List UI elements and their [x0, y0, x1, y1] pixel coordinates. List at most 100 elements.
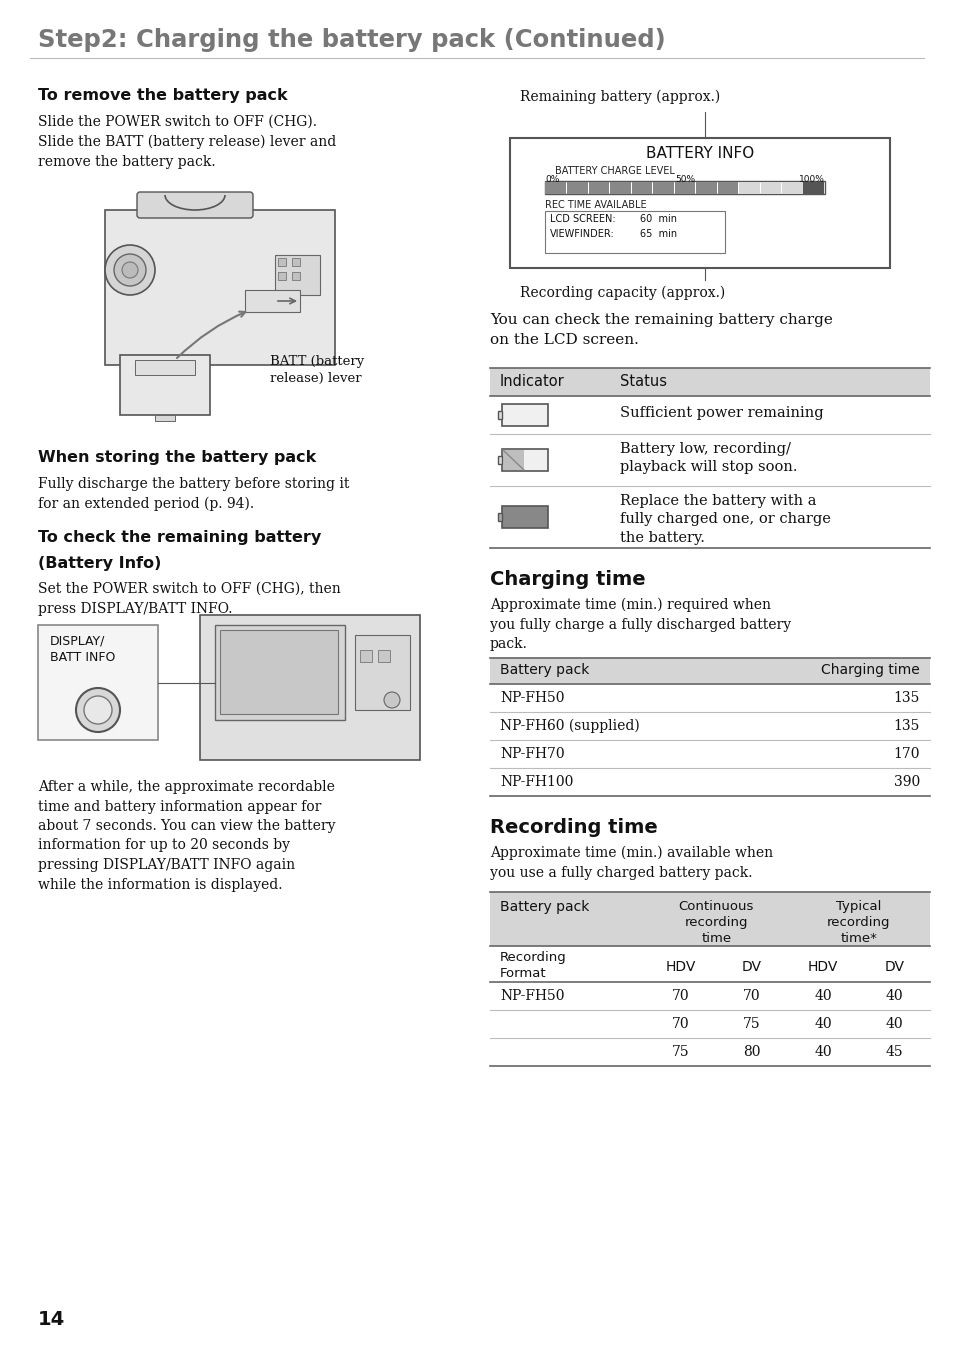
Text: To remove the battery pack: To remove the battery pack: [38, 88, 287, 103]
Text: Slide the POWER switch to OFF (CHG).
Slide the BATT (battery release) lever and
: Slide the POWER switch to OFF (CHG). Sli…: [38, 115, 335, 168]
Text: NP-FH60 (supplied): NP-FH60 (supplied): [499, 719, 639, 733]
Bar: [120, 356, 210, 415]
Text: BATTERY CHARGE LEVEL: BATTERY CHARGE LEVEL: [555, 166, 674, 176]
Bar: [588, 182, 608, 194]
Text: 0%: 0%: [544, 175, 558, 185]
Text: 70: 70: [742, 989, 760, 1003]
Bar: [739, 182, 760, 194]
Text: Remaining battery (approx.): Remaining battery (approx.): [519, 90, 720, 104]
Text: Recording capacity (approx.): Recording capacity (approx.): [519, 286, 724, 300]
Text: Typical
recording
time*: Typical recording time*: [826, 900, 889, 944]
Bar: [803, 182, 823, 194]
Text: 100%: 100%: [799, 175, 824, 185]
Text: 45: 45: [884, 1045, 902, 1058]
Bar: [696, 182, 716, 194]
Text: 40: 40: [814, 989, 831, 1003]
Bar: [501, 449, 547, 471]
Bar: [214, 626, 345, 721]
Bar: [154, 415, 174, 421]
Text: NP-FH70: NP-FH70: [499, 746, 564, 761]
Polygon shape: [502, 451, 523, 470]
Text: Approximate time (min.) available when
you use a fully charged battery pack.: Approximate time (min.) available when y…: [490, 845, 772, 879]
Text: BATT (battery
release) lever: BATT (battery release) lever: [270, 356, 364, 385]
Bar: [135, 360, 194, 375]
Text: 14: 14: [38, 1310, 65, 1329]
Text: 135: 135: [893, 691, 919, 706]
Text: Battery low, recording/
playback will stop soon.: Battery low, recording/ playback will st…: [619, 442, 797, 475]
Text: 390: 390: [893, 775, 919, 788]
Bar: [220, 630, 337, 714]
Text: (Battery Info): (Battery Info): [38, 556, 161, 571]
Bar: [544, 210, 724, 252]
Text: Battery pack: Battery pack: [499, 664, 589, 677]
Text: HDV: HDV: [665, 959, 695, 974]
Bar: [277, 271, 286, 280]
Text: Charging time: Charging time: [490, 570, 645, 589]
Bar: [545, 182, 565, 194]
Text: LCD SCREEN:: LCD SCREEN:: [550, 214, 615, 224]
Text: DV: DV: [883, 959, 903, 974]
Text: Set the POWER switch to OFF (CHG), then
press DISPLAY/BATT INFO.: Set the POWER switch to OFF (CHG), then …: [38, 582, 340, 616]
Bar: [544, 180, 824, 194]
Bar: [802, 182, 823, 194]
Text: Step2: Charging the battery pack (Continued): Step2: Charging the battery pack (Contin…: [38, 28, 665, 52]
Text: When storing the battery pack: When storing the battery pack: [38, 451, 315, 465]
Text: Replace the battery with a
fully charged one, or charge
the battery.: Replace the battery with a fully charged…: [619, 494, 830, 544]
Bar: [566, 182, 587, 194]
Text: 75: 75: [742, 1016, 760, 1031]
Text: You can check the remaining battery charge
on the LCD screen.: You can check the remaining battery char…: [490, 313, 832, 346]
Circle shape: [113, 254, 146, 286]
Bar: [497, 456, 501, 464]
Text: 40: 40: [884, 1016, 902, 1031]
Bar: [277, 258, 286, 266]
Text: HDV: HDV: [807, 959, 838, 974]
Text: 170: 170: [893, 746, 919, 761]
Text: 70: 70: [671, 1016, 689, 1031]
Bar: [377, 650, 390, 662]
Circle shape: [384, 692, 399, 708]
Bar: [490, 892, 929, 946]
Text: 40: 40: [814, 1045, 831, 1058]
Text: Battery pack: Battery pack: [499, 900, 589, 915]
Bar: [105, 210, 335, 365]
Text: 40: 40: [814, 1016, 831, 1031]
Circle shape: [105, 246, 154, 294]
Bar: [610, 182, 630, 194]
Text: 135: 135: [893, 719, 919, 733]
Bar: [245, 290, 299, 312]
Text: Indicator: Indicator: [499, 375, 564, 389]
Bar: [653, 182, 673, 194]
Bar: [359, 650, 372, 662]
Text: Continuous
recording
time: Continuous recording time: [678, 900, 753, 944]
Bar: [274, 255, 319, 294]
Bar: [501, 404, 547, 426]
Bar: [355, 635, 410, 710]
Bar: [717, 182, 738, 194]
Text: To check the remaining battery: To check the remaining battery: [38, 531, 321, 546]
Text: NP-FH100: NP-FH100: [499, 775, 573, 788]
Bar: [674, 182, 695, 194]
Bar: [497, 411, 501, 419]
Text: NP-FH50: NP-FH50: [499, 989, 564, 1003]
Bar: [760, 182, 781, 194]
Text: DV: DV: [741, 959, 761, 974]
Bar: [200, 615, 419, 760]
Bar: [490, 658, 929, 684]
Text: 65  min: 65 min: [639, 229, 677, 239]
Bar: [490, 368, 929, 396]
Circle shape: [84, 696, 112, 725]
Bar: [292, 258, 299, 266]
Circle shape: [122, 262, 138, 278]
Bar: [497, 513, 501, 521]
Text: BATTERY INFO: BATTERY INFO: [645, 147, 753, 161]
Text: 60  min: 60 min: [639, 214, 677, 224]
FancyBboxPatch shape: [137, 191, 253, 218]
Text: 50%: 50%: [674, 175, 695, 185]
Text: Approximate time (min.) required when
you fully charge a fully discharged batter: Approximate time (min.) required when yo…: [490, 598, 790, 651]
Bar: [510, 138, 889, 267]
Circle shape: [76, 688, 120, 731]
Text: 40: 40: [884, 989, 902, 1003]
Text: NP-FH50: NP-FH50: [499, 691, 564, 706]
Bar: [501, 506, 547, 528]
Text: Recording
Format: Recording Format: [499, 951, 566, 980]
